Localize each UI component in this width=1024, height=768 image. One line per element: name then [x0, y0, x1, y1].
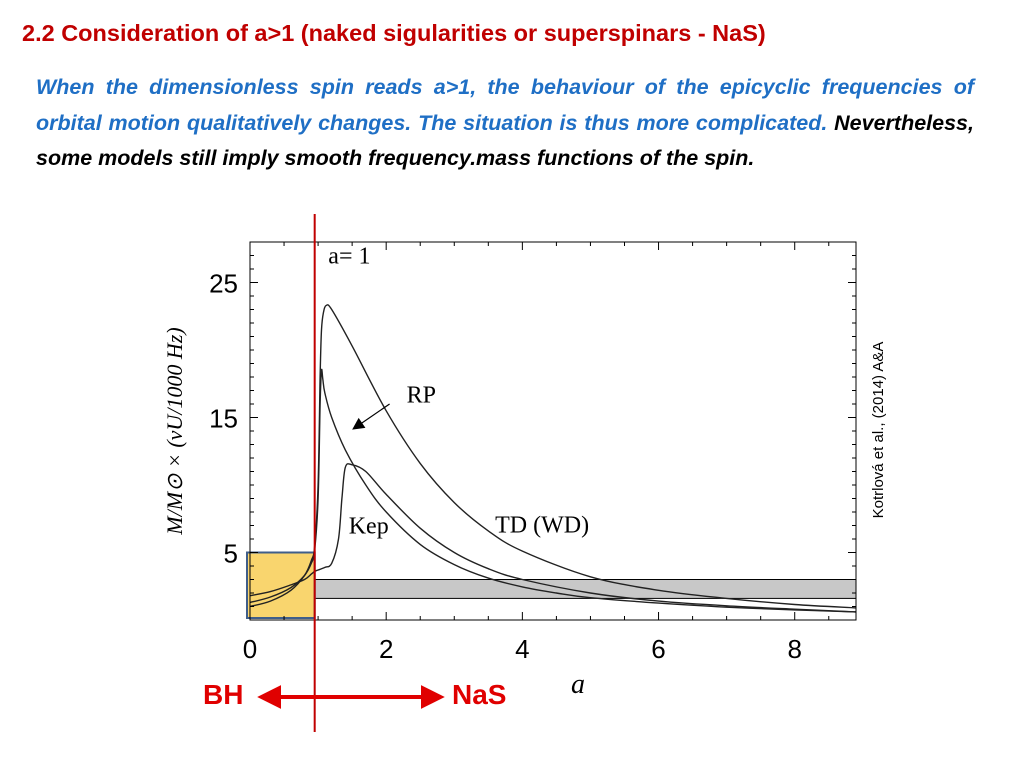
x-tick-label: 6: [651, 634, 665, 664]
slide-title: 2.2 Consideration of a>1 (naked sigulari…: [22, 20, 766, 46]
body-text-blue: When the dimensionless spin reads a>1, t…: [36, 75, 974, 135]
y-tick-label: 5: [224, 539, 238, 569]
slide-body-text: When the dimensionless spin reads a>1, t…: [36, 70, 974, 177]
black-hole-region-box: [246, 551, 316, 619]
x-tick-label: 0: [243, 634, 257, 664]
nas-label: NaS: [452, 679, 507, 710]
chart-annotation-3: Kep: [349, 514, 389, 540]
rp-pointer-arrowhead: [352, 417, 366, 430]
chart-annotation-4: TD (WD): [495, 512, 589, 538]
x-tick-label: 8: [787, 634, 801, 664]
shaded-frequency-band: [249, 579, 857, 599]
bh-label: BH: [203, 679, 244, 710]
series-line-3: [249, 463, 857, 613]
y-axis-label: M/M⊙ × (νU/1000 Hz): [162, 327, 187, 535]
x-tick-label: 2: [379, 634, 393, 664]
series-line-2: [249, 304, 857, 609]
body-text-black: Nevertheless, some models still imply sm…: [36, 110, 974, 171]
y-tick-label: 25: [209, 269, 238, 299]
chart-annotation-1: a= 1: [328, 244, 370, 270]
series-line-1: [249, 368, 857, 613]
x-axis-label: a: [571, 669, 585, 700]
rp-pointer-arrow: [359, 403, 390, 425]
x-tick-label: 4: [515, 634, 529, 664]
y-tick-label: 15: [209, 404, 238, 434]
chart-annotation-2: RP: [407, 383, 436, 409]
